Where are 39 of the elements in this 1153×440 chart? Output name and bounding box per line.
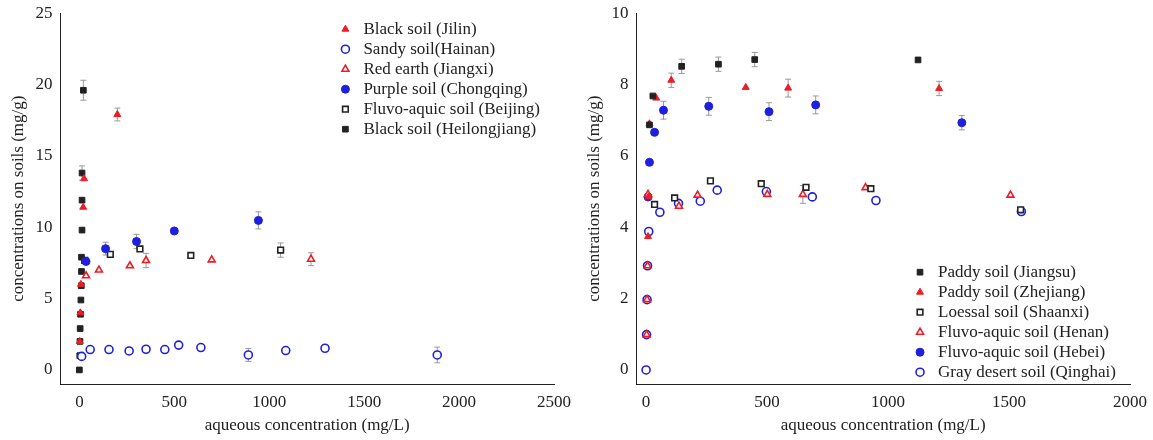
legend-label: Red earth (Jiangxi): [363, 58, 494, 78]
y-tick-label: 4: [619, 216, 629, 236]
x-tick-label: 2500: [537, 391, 571, 411]
x-axis-title: aqueous concentration (mg/L): [780, 415, 986, 435]
x-tick-label: 1000: [252, 391, 287, 411]
x-tick-label: 1500: [992, 391, 1027, 411]
x-tick-label: 500: [754, 391, 780, 411]
y-tick-label: 8: [619, 74, 629, 94]
y-tick-label: 10: [611, 2, 629, 22]
legend-label: Black soil (Heilongjiang): [363, 118, 537, 138]
legend-label: Loessal soil (Shaanxi): [938, 301, 1090, 321]
legend-label: Paddy soil (Jiangsu): [938, 261, 1076, 281]
legend-label: Sandy soil(Hainan): [363, 38, 496, 58]
y-tick-label: 0: [619, 359, 629, 379]
y-axis-title: concentrations on soils (mg/g): [7, 95, 27, 302]
y-tick-label: 5: [43, 288, 53, 308]
y-tick-label: 0: [43, 359, 53, 379]
legend-label: Gray desert soil (Qinghai): [938, 361, 1117, 381]
legend-label: Fluvo-aquic soil (Hebei): [938, 341, 1106, 361]
y-tick-label: 25: [35, 2, 53, 22]
x-axis-title: aqueous concentration (mg/L): [204, 415, 410, 435]
y-axis-title: concentrations on soils (mg/g): [583, 95, 603, 302]
legend-label: Fluvo-aquic soil (Henan): [938, 321, 1109, 341]
legend-label: Paddy soil (Zhejiang): [938, 281, 1086, 301]
y-tick-label: 20: [35, 74, 53, 94]
y-tick-label: 10: [35, 216, 53, 236]
legend-label: Purple soil (Chongqing): [363, 78, 528, 98]
x-tick-label: 500: [161, 391, 188, 411]
x-tick-label: 2000: [1113, 391, 1147, 411]
x-tick-label: 2000: [442, 391, 477, 411]
y-tick-label: 6: [619, 145, 629, 165]
x-tick-label: 1000: [871, 391, 906, 411]
y-tick-label: 2: [619, 288, 629, 308]
x-tick-label: 0: [641, 391, 651, 411]
legend-label: Fluvo-aquic soil (Beijing): [363, 98, 540, 118]
legend-label: Black soil (Jilin): [363, 18, 477, 38]
x-tick-label: 1500: [347, 391, 382, 411]
y-tick-label: 15: [35, 145, 53, 165]
x-tick-label: 0: [75, 391, 84, 411]
